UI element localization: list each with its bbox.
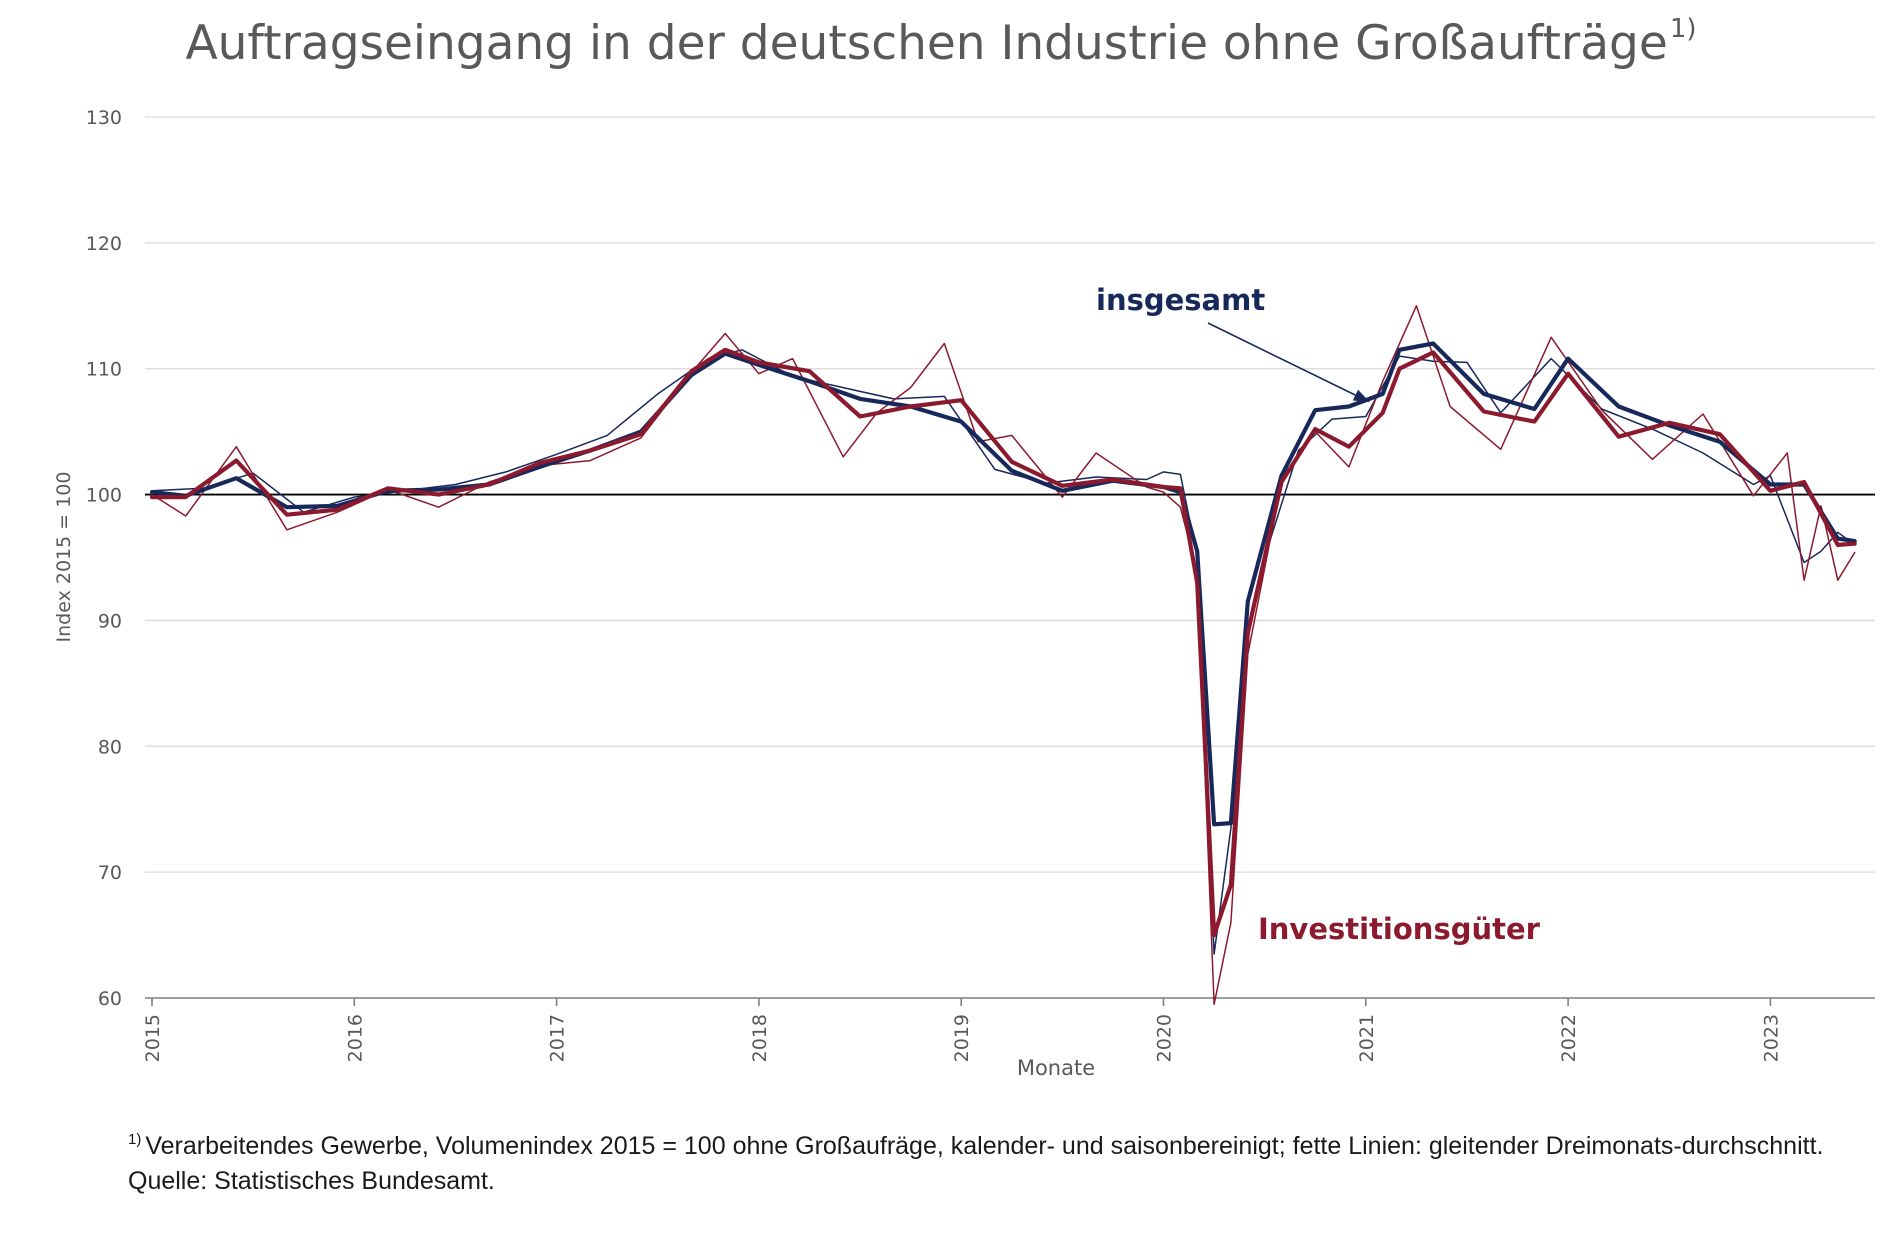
footnote-mark: 1) [128, 1131, 142, 1148]
x-axis-label: Monate [1017, 1056, 1095, 1080]
x-tick-label-2021: 2021 [1356, 1014, 1378, 1062]
footnote: 1) Verarbeitendes Gewerbe, Volumenindex 2… [128, 1122, 1848, 1199]
insgesamt-label: insgesamt [1096, 283, 1265, 317]
footnote-text: Verarbeitendes Gewerbe, Volumenindex 201… [145, 1132, 1824, 1160]
y-tick-label-100: 100 [86, 485, 122, 507]
footnote-text-block: 1) Verarbeitendes Gewerbe, Volumenindex 2… [128, 1122, 1848, 1164]
y-axis-label: Index 2015 = 100 [53, 472, 75, 643]
x-axis: 2015 2016 2017 2018 2019 2020 2021 2022 2023 [142, 997, 1875, 1062]
x-tick-label-2016: 2016 [344, 1014, 366, 1062]
y-tick-label-120: 120 [86, 233, 122, 255]
source-note: Quelle: Statistisches Bundesamt. [128, 1167, 495, 1195]
chart-title: Auftragseingang in der deutschen Industr… [0, 14, 1882, 71]
x-tick-label-2017: 2017 [547, 1014, 569, 1062]
x-tick-label-2020: 2020 [1154, 1014, 1176, 1062]
y-axis-ticks: 60 70 80 90 100 110 120 130 [86, 107, 122, 1010]
x-tick-label-2015: 2015 [142, 1014, 164, 1062]
x-tick-label-2022: 2022 [1558, 1014, 1580, 1062]
series-investitionsgueter-moving-average [149, 347, 1857, 938]
investitionsgueter-label: Investitionsgüter [1258, 912, 1541, 946]
y-tick-label-80: 80 [98, 736, 122, 758]
title-footnote-mark: 1) [1669, 14, 1697, 44]
y-tick-label-90: 90 [98, 610, 122, 632]
series-insgesamt-monthly [151, 349, 1856, 955]
insgesamt-arrow [1207, 322, 1356, 396]
y-tick-label-70: 70 [98, 862, 122, 884]
insgesamt-arrowhead [1352, 389, 1370, 403]
series-lines [149, 305, 1857, 1006]
chart-title-text: Auftragseingang in der deutschen Industr… [185, 16, 1668, 71]
x-tick-label-2018: 2018 [749, 1014, 771, 1062]
y-tick-label-110: 110 [86, 359, 122, 381]
x-tick-label-2019: 2019 [951, 1014, 973, 1062]
y-tick-label-130: 130 [86, 107, 122, 129]
annotations: insgesamt Investitionsgüter [1096, 283, 1541, 946]
y-tick-label-60: 60 [98, 988, 122, 1010]
x-tick-label-2023: 2023 [1760, 1014, 1782, 1062]
